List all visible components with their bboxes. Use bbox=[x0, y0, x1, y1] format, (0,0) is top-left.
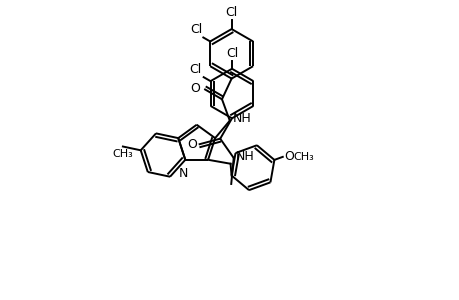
Text: N: N bbox=[178, 167, 188, 180]
Text: Cl: Cl bbox=[225, 6, 237, 19]
Text: Cl: Cl bbox=[190, 23, 202, 37]
Text: NH: NH bbox=[232, 112, 251, 125]
Text: NH: NH bbox=[235, 151, 254, 164]
Text: O: O bbox=[190, 82, 200, 95]
Text: O: O bbox=[186, 138, 196, 151]
Text: O: O bbox=[283, 150, 293, 164]
Text: CH₃: CH₃ bbox=[112, 149, 133, 160]
Text: CH₃: CH₃ bbox=[293, 152, 314, 162]
Text: Cl: Cl bbox=[225, 47, 238, 60]
Text: Cl: Cl bbox=[189, 63, 201, 76]
